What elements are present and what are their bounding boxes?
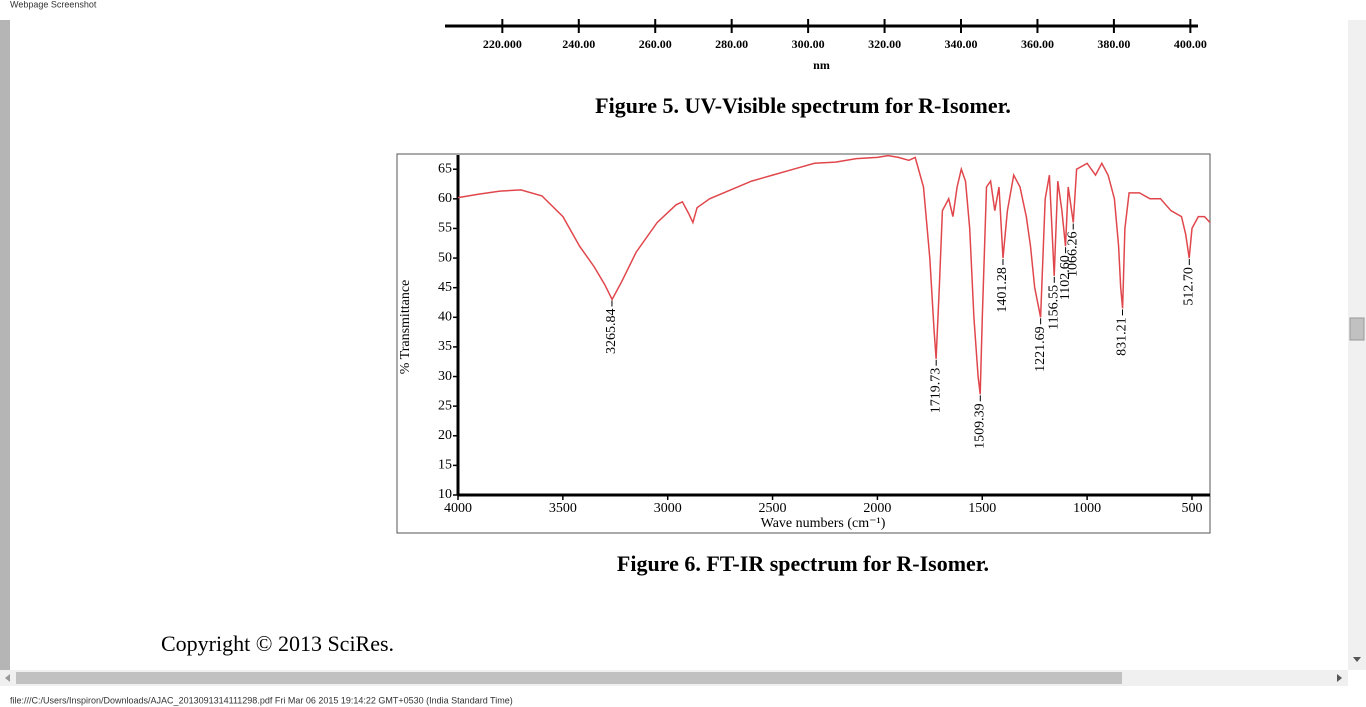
x-tick-label: 320.00 [868,37,901,51]
caption: Figure 5. UV-Visible spectrum for R-Isom… [595,93,1011,118]
figure-frame [396,153,1211,534]
y-tick-label: 45 [438,280,452,295]
x-axis-label: nm [813,58,830,72]
x-tick-label: 4000 [444,501,472,516]
x-tick-label: 340.00 [945,37,978,51]
x-tick-label: 380.00 [1097,37,1130,51]
y-tick-label: 20 [438,428,452,443]
peak-label: 1102.60 [1058,255,1073,300]
peak-label: 1066.26 [1065,232,1080,277]
status-bar: file:///C:/Users/Inspiron/Downloads/AJAC… [10,695,513,705]
x-tick-label: 220.000 [483,37,522,51]
scroll-down[interactable] [1353,657,1361,662]
peak-label: 1719.73 [928,368,943,414]
spectrum-line [457,154,1211,395]
peak-label: 1509.39 [973,403,988,449]
scroll-right[interactable] [1337,674,1342,682]
y-axis-label: % Transmittance [398,280,413,375]
x-tick-label: 1000 [1073,501,1101,516]
peak-label: 512.70 [1182,267,1197,306]
y-tick-label: 30 [438,369,452,384]
scroll-left[interactable] [5,674,10,682]
y-tick-label: 10 [438,487,452,502]
window-title: Webpage Screenshot [10,0,97,9]
x-tick-label: 260.00 [639,37,672,51]
x-tick-label: 2000 [863,501,891,516]
y-tick-label: 40 [438,310,452,325]
x-tick-label: 500 [1181,501,1202,516]
left-edge [0,20,10,670]
y-tick-label: 15 [438,458,452,473]
x-tick-label: 1500 [968,501,996,516]
copyright: Copyright © 2013 SciRes. [161,631,394,656]
peak-label: 1156.55 [1047,285,1062,330]
y-tick-label: 25 [438,398,452,413]
x-tick-label: 360.00 [1021,37,1054,51]
x-tick-label: 240.00 [562,37,595,51]
scroll-thumb[interactable] [1349,317,1365,341]
peak-label: 3265.84 [604,309,619,355]
peak-label: 1401.28 [995,267,1010,313]
y-tick-label: 50 [438,250,452,265]
peak-label: 831.21 [1115,317,1130,356]
x-tick-label: 3000 [654,501,682,516]
x-tick-label: 2500 [759,501,787,516]
x-axis-label: Wave numbers (cm⁻¹) [761,516,886,531]
y-tick-label: 60 [438,191,452,206]
y-tick-label: 65 [438,161,452,176]
vertical-scrollbar[interactable] [1348,20,1366,670]
x-tick-label: 400.00 [1174,37,1207,51]
x-tick-label: 3500 [549,501,577,516]
h-scroll-thumb[interactable] [16,672,1122,684]
caption: Figure 6. FT-IR spectrum for R-Isomer. [617,551,989,576]
x-tick-label: 300.00 [792,37,825,51]
y-tick-label: 35 [438,339,452,354]
x-tick-label: 280.00 [715,37,748,51]
peak-label: 1221.69 [1033,326,1048,372]
y-tick-label: 55 [438,221,452,236]
